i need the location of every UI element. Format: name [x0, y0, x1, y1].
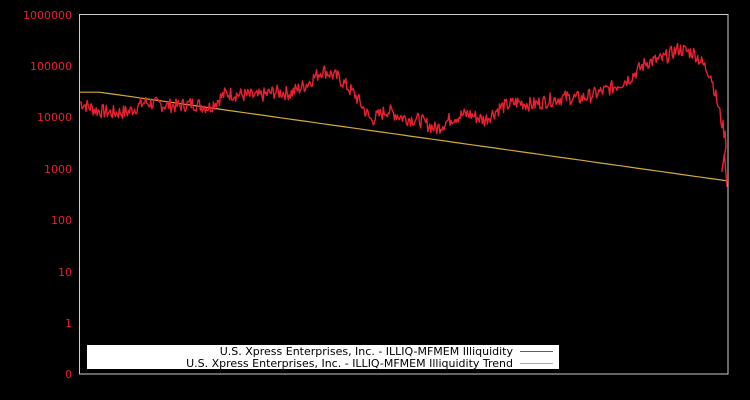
y-tick-label: 0	[65, 368, 72, 381]
y-axis-tick-labels: 1000000 100000 10000 1000 100 10 1 0	[23, 9, 72, 381]
trend-line	[80, 91, 728, 182]
legend-label-trend: U.S. Xpress Enterprises, Inc. - ILLIQ-MF…	[186, 357, 513, 370]
legend: U.S. Xpress Enterprises, Inc. - ILLIQ-MF…	[87, 345, 559, 370]
y-tick-label: 10000	[37, 111, 72, 124]
y-tick-label: 1000000	[23, 9, 72, 22]
y-tick-label: 10	[58, 266, 72, 279]
legend-box	[87, 345, 559, 369]
y-tick-label: 1	[65, 317, 72, 330]
legend-label-illiquidity: U.S. Xpress Enterprises, Inc. - ILLIQ-MF…	[220, 345, 514, 358]
y-tick-label: 100	[51, 214, 72, 227]
y-tick-label: 100000	[30, 60, 72, 73]
y-tick-label: 1000	[44, 163, 72, 176]
illiquidity-line	[79, 42, 728, 187]
plot-frame	[79, 14, 729, 375]
plot-series	[79, 42, 728, 187]
